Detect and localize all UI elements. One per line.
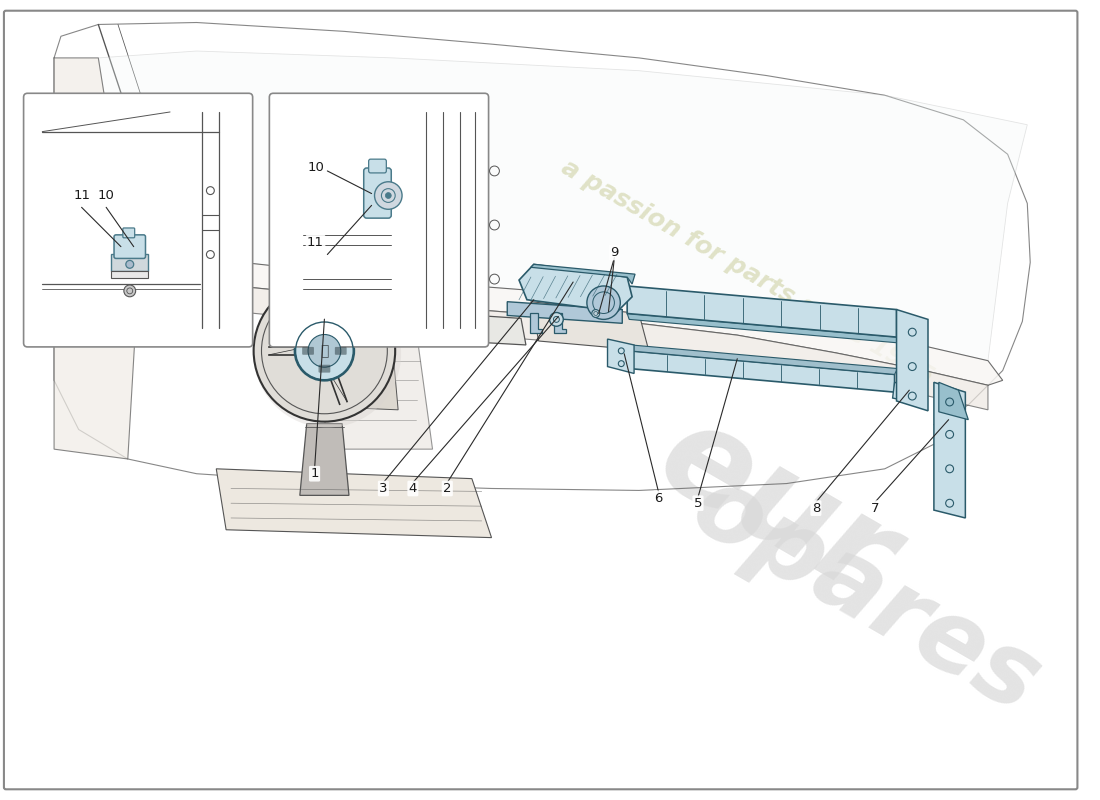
- Circle shape: [140, 286, 179, 326]
- Text: eur: eur: [637, 391, 916, 626]
- Text: 9: 9: [610, 246, 618, 259]
- Polygon shape: [111, 271, 148, 278]
- FancyBboxPatch shape: [334, 347, 346, 354]
- Polygon shape: [519, 264, 632, 311]
- Text: 11: 11: [307, 236, 324, 250]
- Circle shape: [254, 280, 402, 427]
- Text: 3: 3: [379, 482, 387, 495]
- Circle shape: [592, 310, 600, 318]
- Polygon shape: [111, 254, 148, 271]
- Circle shape: [295, 321, 354, 381]
- Text: 2: 2: [443, 482, 451, 495]
- FancyBboxPatch shape: [368, 159, 386, 173]
- Text: 10: 10: [307, 161, 324, 174]
- Text: 5: 5: [694, 497, 702, 510]
- Circle shape: [125, 261, 134, 268]
- Polygon shape: [531, 264, 635, 284]
- Polygon shape: [607, 339, 634, 374]
- Polygon shape: [295, 294, 432, 449]
- Circle shape: [218, 300, 234, 315]
- Text: a passion for parts since 1985: a passion for parts since 1985: [557, 155, 937, 389]
- Text: 8: 8: [812, 502, 821, 514]
- Text: 1: 1: [310, 467, 319, 480]
- Circle shape: [254, 280, 395, 422]
- Polygon shape: [418, 311, 526, 345]
- Polygon shape: [938, 382, 968, 420]
- Polygon shape: [349, 351, 398, 410]
- Polygon shape: [934, 382, 966, 518]
- FancyBboxPatch shape: [364, 168, 392, 218]
- Polygon shape: [217, 469, 492, 538]
- Circle shape: [308, 334, 341, 367]
- Polygon shape: [128, 242, 1003, 386]
- FancyBboxPatch shape: [114, 235, 145, 258]
- Polygon shape: [896, 310, 928, 411]
- Polygon shape: [627, 286, 896, 337]
- Text: opares: opares: [674, 458, 1056, 734]
- FancyBboxPatch shape: [123, 228, 134, 238]
- Circle shape: [550, 313, 563, 326]
- FancyBboxPatch shape: [23, 94, 253, 347]
- FancyBboxPatch shape: [66, 317, 111, 344]
- Polygon shape: [327, 369, 346, 402]
- Polygon shape: [530, 314, 541, 333]
- Text: 11: 11: [73, 189, 90, 202]
- Polygon shape: [531, 302, 649, 351]
- Text: 7: 7: [871, 502, 879, 514]
- Text: 🐴: 🐴: [320, 344, 329, 358]
- Polygon shape: [54, 58, 138, 459]
- Polygon shape: [128, 267, 988, 410]
- Circle shape: [587, 286, 620, 319]
- Circle shape: [385, 193, 392, 198]
- FancyBboxPatch shape: [319, 365, 330, 373]
- Text: 4: 4: [409, 482, 417, 495]
- Circle shape: [124, 285, 135, 297]
- Polygon shape: [892, 382, 924, 405]
- Polygon shape: [554, 314, 566, 333]
- Text: 6: 6: [654, 492, 663, 505]
- Polygon shape: [130, 272, 244, 333]
- Circle shape: [374, 182, 403, 210]
- Text: 10: 10: [98, 189, 114, 202]
- Polygon shape: [98, 51, 1027, 361]
- Circle shape: [192, 296, 220, 323]
- Polygon shape: [629, 345, 898, 374]
- Text: ✦: ✦: [465, 324, 474, 334]
- FancyBboxPatch shape: [406, 314, 464, 331]
- FancyBboxPatch shape: [302, 347, 313, 354]
- FancyBboxPatch shape: [332, 310, 395, 327]
- FancyBboxPatch shape: [270, 94, 488, 347]
- Polygon shape: [627, 314, 900, 343]
- Polygon shape: [507, 302, 623, 323]
- Polygon shape: [300, 423, 349, 495]
- Polygon shape: [334, 298, 340, 335]
- Polygon shape: [270, 347, 307, 354]
- Polygon shape: [629, 351, 894, 392]
